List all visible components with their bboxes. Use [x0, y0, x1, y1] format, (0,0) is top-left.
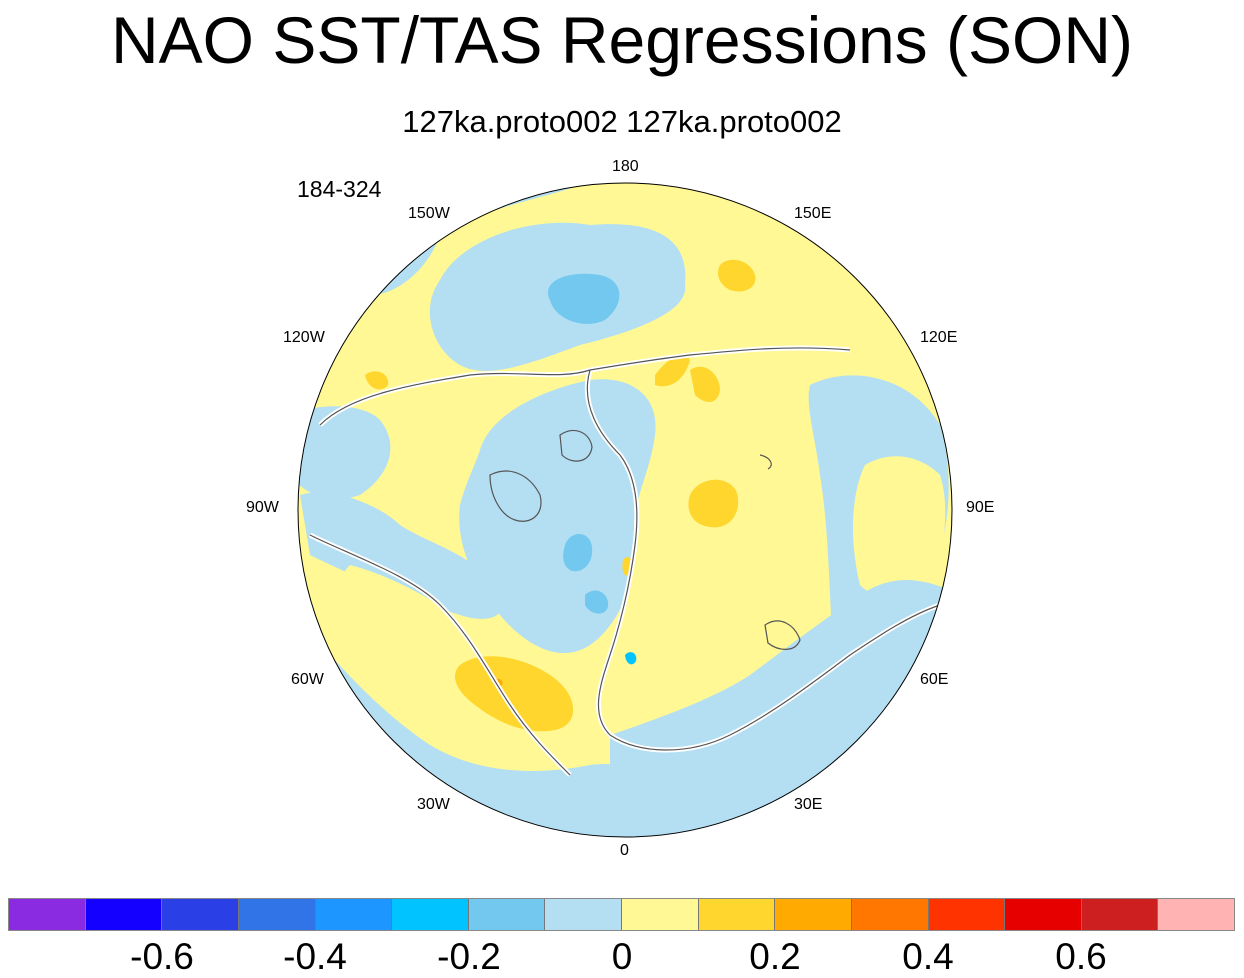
figure-subtitle: 127ka.proto002 127ka.proto002 [402, 104, 842, 139]
field-pacific-positive-spot [718, 259, 756, 292]
lon-label-90e: 90E [966, 499, 995, 516]
lon-label-30e: 30E [794, 796, 823, 813]
period-label: 184-324 [297, 176, 382, 202]
colorbar-box [9, 899, 86, 930]
colorbar-box [1005, 899, 1082, 930]
polar-map [297, 182, 953, 838]
colorbar-box [1081, 899, 1159, 930]
field-hudson-negative [300, 492, 503, 619]
colorbar-label-p02: 0.2 [749, 936, 801, 977]
field-west-pacific-negative [298, 406, 391, 499]
field-east-eurasia-yellow [853, 456, 946, 600]
field-north-pacific-core [548, 273, 620, 324]
colorbar-box [622, 899, 699, 930]
figure-title: NAO SST/TAS Regressions (SON) [110, 3, 1133, 77]
lon-label-90w: 90W [246, 499, 279, 516]
coastline-layer [309, 347, 941, 776]
colorbar-label-p04: 0.4 [902, 936, 954, 977]
field-atlantic-positive [455, 656, 574, 732]
colorbar-box [85, 899, 163, 930]
colorbar-box [1158, 899, 1234, 930]
field-arctic-negative [459, 379, 656, 654]
colorbar-box [851, 899, 929, 930]
colorbar-box [238, 899, 316, 930]
lon-label-30w: 30W [417, 796, 450, 813]
colorbar-box [162, 899, 239, 930]
colorbar-label-p06: 0.6 [1055, 936, 1107, 977]
lon-label-120e: 120E [920, 329, 958, 346]
field-arctic-spot [563, 533, 593, 572]
colorbar-label-m04: -0.4 [283, 936, 347, 977]
lon-label-60e: 60E [920, 671, 949, 688]
colorbar-box [545, 899, 622, 930]
colorbar-box [315, 899, 393, 930]
colorbar-box [928, 899, 1006, 930]
lon-label-180: 180 [612, 158, 639, 175]
lon-label-0: 0 [620, 842, 629, 859]
colorbar-box [698, 899, 776, 930]
field-chukotka-positive [655, 355, 690, 387]
colorbar-label-m06: -0.6 [130, 936, 194, 977]
field-central-siberia-positive [688, 479, 739, 528]
colorbar-label-0: 0 [611, 936, 633, 977]
lon-label-150e: 150E [794, 205, 832, 222]
field-norway-sea-negative [585, 590, 609, 614]
map-fill-layer [298, 183, 952, 837]
colorbar-box [392, 899, 469, 930]
field-baltic-negative [625, 652, 637, 665]
lon-label-150w: 150W [408, 205, 450, 222]
map-boundary [297, 182, 953, 838]
colorbar [8, 898, 1235, 931]
colorbar-box [775, 899, 852, 930]
colorbar-box [468, 899, 546, 930]
field-subtropical-atlantic-negative [298, 605, 952, 837]
lon-label-120w: 120W [283, 329, 325, 346]
field-east-siberia-positive [690, 366, 720, 402]
colorbar-label-m02: -0.2 [437, 936, 501, 977]
field-alaska-positive [365, 371, 389, 390]
lon-label-60w: 60W [291, 671, 324, 688]
